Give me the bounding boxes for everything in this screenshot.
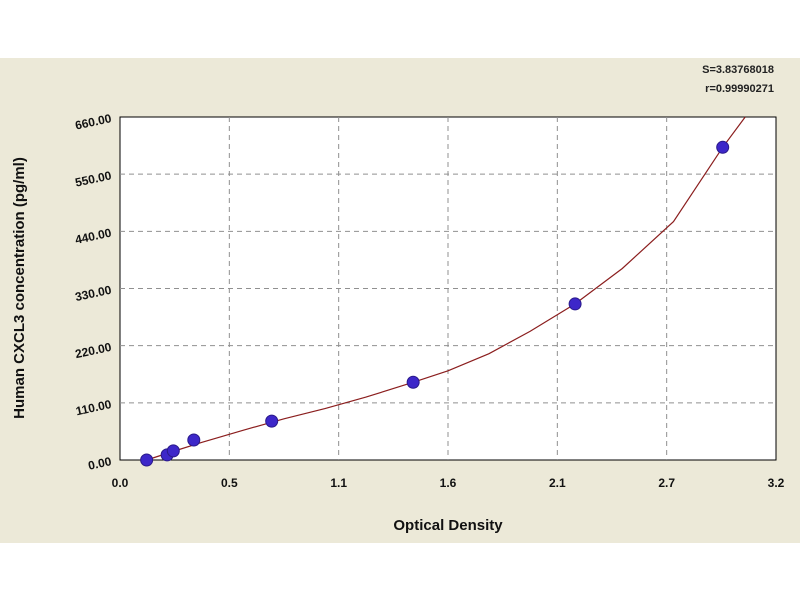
- data-point: [166, 444, 180, 458]
- y-tick-labels: 0.00 110.00 220.00 330.00 440.00 550.00 660.00: [74, 111, 113, 473]
- x-tick-label: 3.2: [768, 476, 785, 490]
- stat-r: r=0.99990271: [705, 83, 774, 95]
- y-tick-label: 330.00: [74, 283, 113, 304]
- x-tick-label: 2.1: [549, 476, 566, 490]
- x-tick-label: 2.7: [658, 476, 675, 490]
- y-tick-label: 550.00: [74, 168, 113, 189]
- y-tick-label: 440.00: [74, 226, 113, 247]
- y-tick-label: 660.00: [74, 111, 113, 132]
- data-point: [187, 433, 201, 447]
- data-points: [140, 140, 730, 467]
- fit-curve: [146, 116, 746, 461]
- x-tick-labels: 0.0 0.5 1.1 1.6 2.1 2.7 3.2: [112, 476, 785, 490]
- x-axis-label: Optical Density: [393, 517, 503, 534]
- y-axis-label: Human CXCL3 concentration (pg/ml): [11, 157, 28, 419]
- data-point: [568, 297, 582, 311]
- y-tick-label: 110.00: [74, 397, 112, 418]
- data-point: [406, 375, 420, 389]
- x-tick-label: 0.0: [112, 476, 129, 490]
- x-tick-label: 1.1: [330, 476, 347, 490]
- data-point: [140, 453, 154, 467]
- y-tick-label: 0.00: [87, 454, 113, 473]
- x-tick-label: 1.6: [440, 476, 457, 490]
- data-point: [265, 414, 279, 428]
- x-tick-label: 0.5: [221, 476, 238, 490]
- y-tick-label: 220.00: [74, 340, 113, 361]
- stat-s: S=3.83768018: [702, 64, 774, 76]
- grid: [120, 117, 776, 460]
- data-point: [716, 140, 730, 154]
